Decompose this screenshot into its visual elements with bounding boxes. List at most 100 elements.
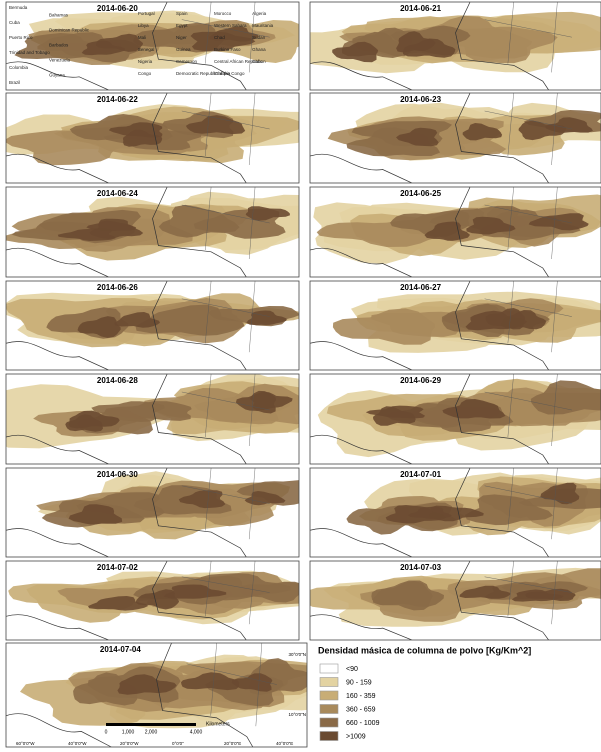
map-content — [310, 561, 601, 640]
place-name: Cuba — [9, 20, 20, 25]
place-name: Ghana — [252, 47, 266, 52]
map-panel: 2014-07-01 — [309, 467, 601, 558]
border — [181, 93, 270, 166]
scale-unit: Kilometers — [206, 721, 230, 727]
panel-frame — [5, 280, 300, 371]
dust-area — [332, 308, 435, 345]
legend-label: <90 — [346, 666, 358, 673]
dust-area — [181, 672, 240, 691]
border — [181, 281, 270, 353]
dust-area — [164, 584, 227, 599]
border — [484, 468, 572, 540]
map-panel: 2014-07-02 — [5, 560, 300, 641]
place-name: Barbados — [49, 43, 69, 48]
map-panel: 2014-06-27 — [309, 280, 601, 371]
dust-area — [424, 221, 470, 241]
border — [484, 374, 572, 447]
map-content — [310, 468, 601, 557]
longitude-label: 20°0'0"E — [224, 741, 241, 746]
panel-frame — [309, 186, 601, 278]
dust-area — [245, 206, 290, 221]
scale-label: 4,000 — [190, 729, 203, 735]
coastline — [455, 187, 549, 277]
panel-frame — [309, 467, 601, 558]
place-name: Senegal — [138, 47, 155, 52]
coastline — [310, 61, 412, 90]
coastline — [310, 528, 412, 557]
panel-date: 2014-06-24 — [97, 189, 138, 198]
longitude-label: 20°0'0"W — [120, 741, 139, 746]
legend-label: 90 - 159 — [346, 679, 372, 686]
panel-date: 2014-07-03 — [400, 563, 441, 572]
coastline — [6, 341, 109, 370]
coastline — [310, 614, 412, 640]
place-name: Democratic Republic of the Congo — [176, 71, 245, 76]
panel-frame — [5, 186, 300, 278]
legend-swatch — [319, 663, 339, 674]
dust-area — [373, 406, 416, 426]
place-name: Nigeria — [138, 59, 153, 64]
panel-frame — [309, 280, 601, 371]
dust-area — [250, 392, 293, 411]
map-content — [6, 187, 299, 277]
panel-date: 2014-06-27 — [400, 283, 441, 292]
dust-area — [246, 310, 287, 326]
coastline — [310, 247, 412, 277]
panel-frame — [5, 92, 300, 184]
map-content — [310, 2, 601, 90]
border — [484, 93, 572, 166]
dust-area — [89, 220, 144, 239]
panel-date: 2014-06-30 — [97, 470, 138, 479]
border — [181, 561, 270, 625]
place-name: Puerto Rico — [9, 35, 33, 40]
dust-area — [332, 41, 379, 63]
panel-frame — [5, 1, 300, 91]
map-content — [6, 643, 307, 747]
map-content — [6, 281, 299, 370]
dust-area — [428, 505, 484, 522]
dust-area — [459, 585, 511, 599]
scale-label: 1,000 — [122, 729, 135, 735]
coastline — [6, 713, 112, 747]
map-panel: 2014-07-04 — [5, 642, 308, 748]
panel-frame — [309, 92, 601, 184]
map-panel: 2014-07-03 — [309, 560, 601, 641]
dust-area — [465, 494, 553, 526]
coastline — [152, 93, 247, 183]
latitude-label: 10°0'0"N — [288, 712, 306, 717]
map-panel: 2014-06-24 — [5, 186, 300, 278]
legend-swatch — [319, 690, 339, 701]
dust-area — [117, 674, 177, 695]
dust-area — [372, 580, 444, 607]
map-content — [310, 281, 601, 370]
coastline — [152, 374, 247, 464]
place-name: Guyana — [49, 73, 65, 78]
border — [181, 2, 270, 73]
place-name: Portugal — [138, 11, 155, 16]
border — [186, 643, 277, 727]
dust-area — [465, 310, 528, 331]
panel-frame — [309, 560, 601, 641]
map-content — [310, 187, 601, 277]
coastline — [455, 281, 549, 370]
legend-title: Densidad másica de columna de polvo [Kg/… — [318, 645, 531, 655]
panel-frame — [5, 642, 308, 748]
legend-swatch — [319, 731, 339, 741]
panel-frame — [5, 373, 300, 465]
dust-area — [462, 123, 503, 141]
legend-swatch — [319, 677, 339, 687]
border — [484, 2, 572, 73]
place-name: Gabon — [252, 59, 266, 64]
place-name: Congo — [138, 71, 152, 76]
coastline — [152, 281, 247, 370]
map-panel: 2014-06-25 — [309, 186, 601, 278]
dust-area — [114, 312, 160, 328]
dust-area — [68, 410, 120, 429]
map-content — [310, 93, 601, 183]
dust-area — [68, 504, 123, 525]
place-name: Dominican Republic — [49, 28, 90, 33]
map-panel: 2014-06-20 — [5, 1, 300, 91]
dust-area — [540, 482, 580, 505]
panel-date: 2014-06-29 — [400, 376, 441, 385]
